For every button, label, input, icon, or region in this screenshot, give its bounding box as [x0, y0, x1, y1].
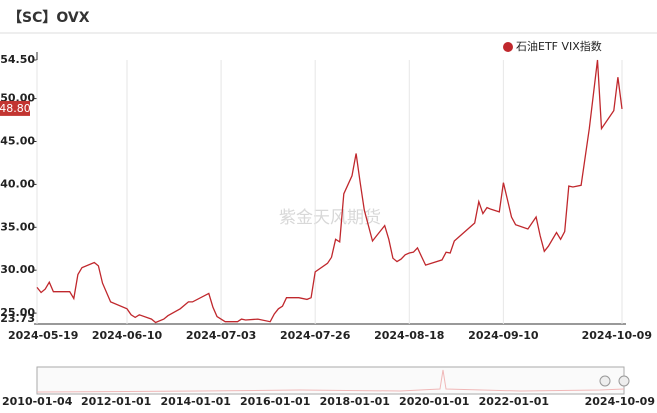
y-tick-label: 35.00: [0, 220, 35, 233]
last-value-box: [0, 100, 30, 116]
line-series: [36, 59, 623, 324]
y-tick-label: 23.73: [0, 312, 35, 325]
x-tick-label: 2024-06-10: [92, 329, 163, 342]
chart-title: 【SC】OVX: [8, 10, 90, 26]
y-tick-label: 30.00: [0, 263, 35, 276]
y-tick-label: 40.00: [0, 177, 35, 190]
navigator-handle[interactable]: [618, 375, 630, 387]
navigator-tick-label: 2020-01-01: [399, 395, 469, 408]
x-tick-label: 2024-08-18: [374, 329, 444, 342]
navigator-tick-label: 2012-01-01: [81, 395, 151, 408]
navigator-tick-label: 2024-10-09: [585, 395, 655, 408]
navigator-line: [36, 369, 625, 393]
legend-marker: [503, 42, 513, 52]
last-value-label: 48.80: [0, 102, 31, 115]
y-tick-label: 45.00: [0, 135, 35, 148]
y-tick-label: 25.00: [0, 306, 35, 319]
navigator-tick-label: 2018-01-01: [320, 395, 390, 408]
navigator-tick-label: 2010-01-04: [2, 395, 73, 408]
legend-label: 石油ETF VIX指数: [516, 39, 602, 53]
navigator-handle[interactable]: [599, 375, 611, 387]
y-tick-label: 54.50: [0, 53, 35, 66]
navigator-tick-label: 2016-01-01: [240, 395, 310, 408]
x-tick-label: 2024-10-09: [582, 329, 652, 342]
navigator-tick-label: 2022-01-01: [479, 395, 549, 408]
x-tick-label: 2024-05-19: [8, 329, 78, 342]
x-tick-label: 2024-09-10: [468, 329, 539, 342]
watermark: 紫金天风期货: [279, 208, 381, 228]
x-tick-label: 2024-07-03: [186, 329, 256, 342]
navigator-tick-label: 2014-01-01: [161, 395, 231, 408]
x-tick-label: 2024-07-26: [280, 329, 351, 342]
